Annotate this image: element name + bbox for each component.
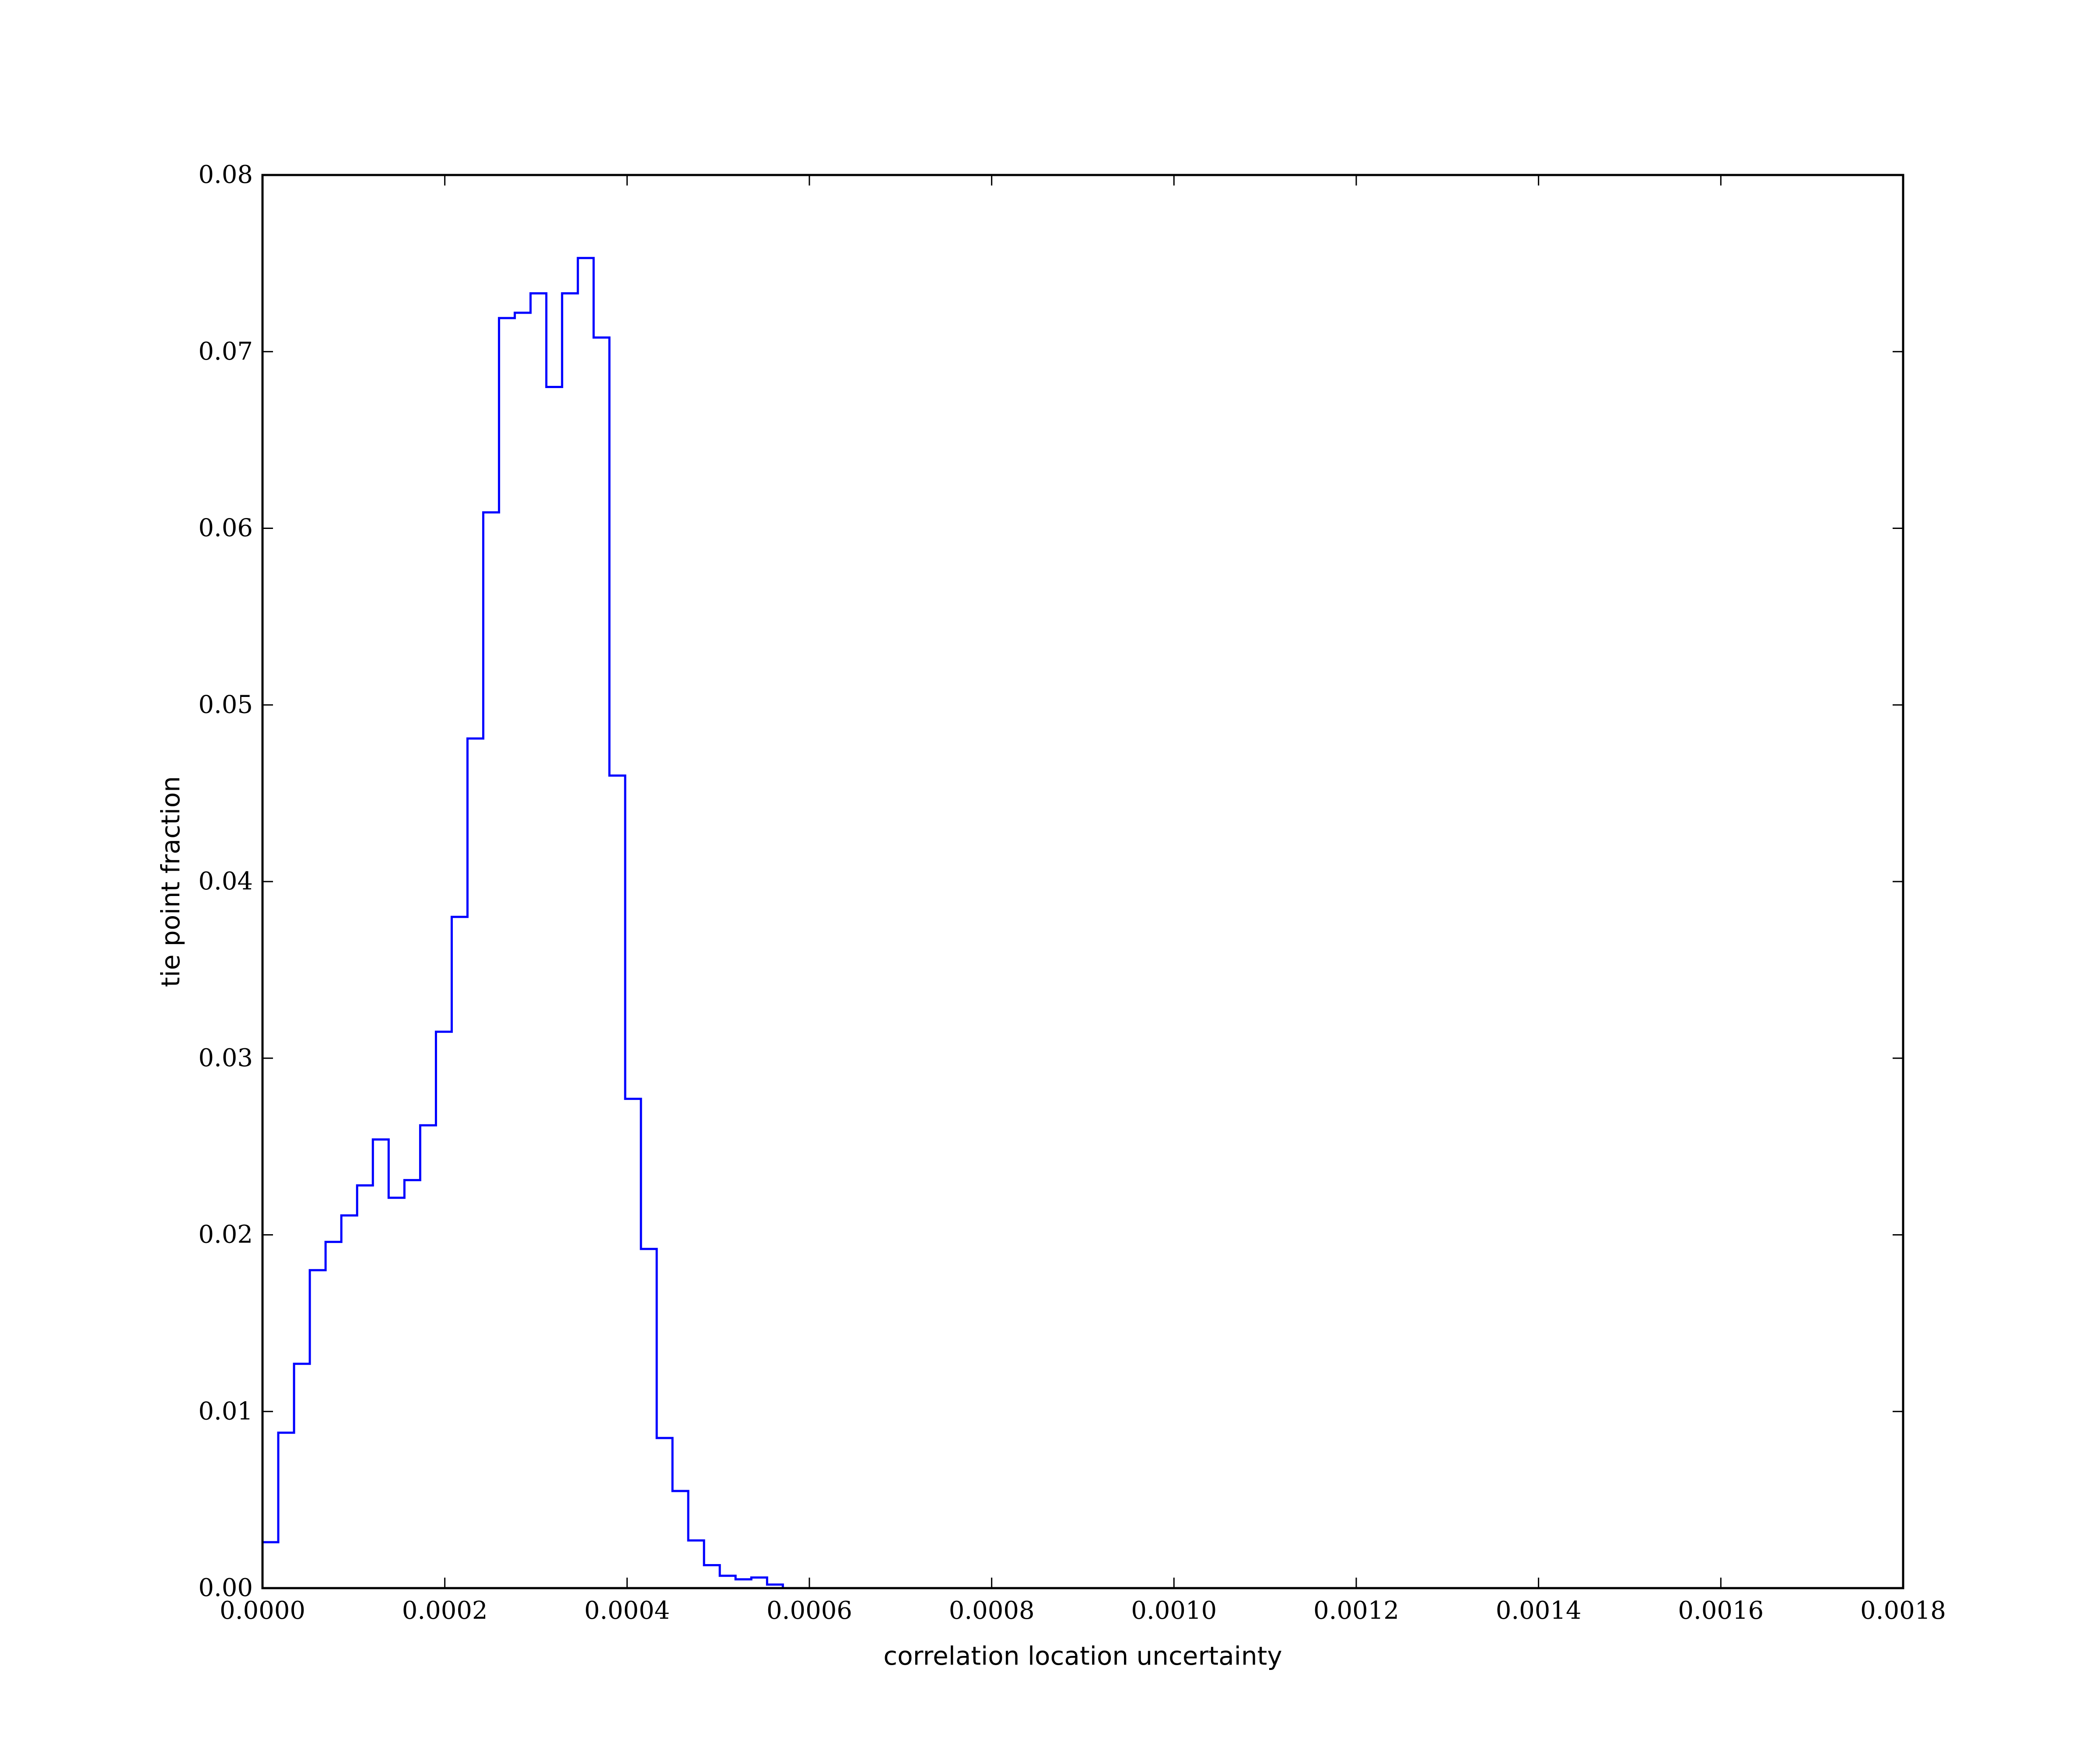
x-tick-label: 0.0010 bbox=[1131, 1596, 1217, 1625]
histogram-bin bbox=[388, 1198, 404, 1588]
histogram-bin bbox=[720, 1576, 735, 1588]
x-tick-label: 0.0018 bbox=[1860, 1596, 1946, 1625]
histogram-bin bbox=[657, 1438, 672, 1588]
histogram-bin bbox=[609, 776, 625, 1588]
histogram-bin bbox=[625, 1099, 641, 1588]
histogram-bin bbox=[262, 1542, 278, 1588]
histogram-bin bbox=[562, 294, 578, 1588]
y-tick-label: 0.08 bbox=[198, 161, 253, 189]
histogram-bin bbox=[688, 1540, 704, 1588]
histogram-bin bbox=[404, 1180, 420, 1588]
y-axis-ticks: 0.00 0.01 0.02 0.03 0.04 0.05 0.06 0.07 0.08 bbox=[198, 161, 1903, 1602]
histogram-bin bbox=[436, 1032, 452, 1588]
x-tick-label: 0.0008 bbox=[949, 1596, 1035, 1625]
y-tick-label: 0.05 bbox=[198, 690, 253, 719]
histogram-bin bbox=[373, 1139, 388, 1588]
histogram-bin bbox=[515, 313, 531, 1588]
x-tick-label: 0.0006 bbox=[766, 1596, 852, 1625]
histogram-bin bbox=[483, 512, 499, 1588]
histogram-bin bbox=[341, 1215, 357, 1588]
histogram-bin bbox=[294, 1364, 310, 1588]
x-tick-label: 0.0004 bbox=[584, 1596, 670, 1625]
histogram-bin bbox=[310, 1270, 326, 1588]
histogram-bin bbox=[420, 1125, 436, 1588]
histogram-bin bbox=[499, 318, 515, 1588]
y-tick-label: 0.07 bbox=[198, 337, 253, 366]
histogram-bin bbox=[704, 1565, 720, 1588]
histogram-bin bbox=[468, 738, 483, 1588]
y-tick-label: 0.01 bbox=[198, 1397, 253, 1425]
y-axis-title: tie point fraction bbox=[156, 776, 186, 987]
histogram-bin bbox=[578, 258, 594, 1588]
x-tick-label: 0.0016 bbox=[1678, 1596, 1764, 1625]
histogram-step-line bbox=[261, 257, 784, 1588]
histogram-bin bbox=[751, 1578, 767, 1588]
y-tick-label: 0.06 bbox=[198, 514, 253, 542]
histogram-bin bbox=[531, 294, 546, 1588]
axes-frame bbox=[261, 174, 1904, 1589]
histogram-bin bbox=[357, 1185, 373, 1588]
x-tick-label: 0.0014 bbox=[1496, 1596, 1582, 1625]
histogram-bin bbox=[452, 917, 468, 1588]
x-tick-label: 0.0000 bbox=[220, 1596, 305, 1625]
x-axis-ticks: 0.0000 0.0002 0.0004 0.0006 0.0008 0.0010 0.00… bbox=[220, 175, 1946, 1625]
y-tick-label: 0.02 bbox=[198, 1221, 253, 1249]
y-tick-label: 0.03 bbox=[198, 1044, 253, 1072]
x-axis-title: correlation location uncertainty bbox=[883, 1641, 1282, 1671]
x-tick-label: 0.0002 bbox=[402, 1596, 488, 1625]
y-tick-label: 0.04 bbox=[198, 867, 253, 896]
histogram-bin bbox=[641, 1249, 657, 1588]
histogram-bin bbox=[326, 1242, 341, 1588]
series-layer bbox=[261, 257, 784, 1589]
histogram-bin bbox=[278, 1433, 294, 1588]
histogram-bin bbox=[546, 387, 562, 1589]
histogram-bin bbox=[672, 1491, 688, 1588]
x-tick-label: 0.0012 bbox=[1313, 1596, 1399, 1625]
histogram-bin bbox=[594, 337, 609, 1588]
histogram-bin bbox=[735, 1579, 751, 1588]
y-tick-label: 0.00 bbox=[198, 1574, 253, 1602]
